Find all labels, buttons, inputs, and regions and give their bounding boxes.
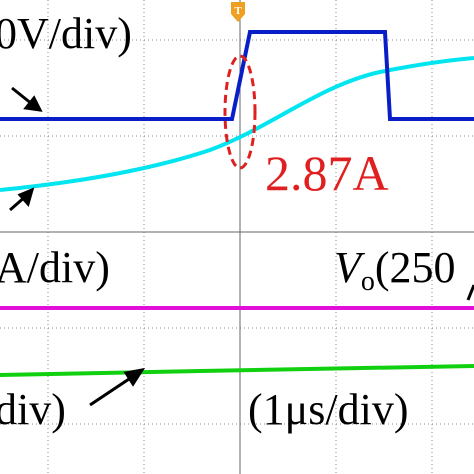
ch4-scale: div) — [0, 385, 66, 434]
ch2-scale: A/div) — [0, 243, 110, 292]
vo-symbol: V — [334, 243, 366, 292]
vo-scale: (250 — [375, 243, 456, 292]
trigger-label: T — [234, 5, 242, 17]
blue-trace — [0, 30, 474, 121]
cyan-trace — [0, 56, 474, 192]
arrows — [9, 86, 474, 407]
vo-subscript: o — [361, 266, 375, 297]
trigger-marker: T — [231, 2, 245, 22]
current-annotation: 2.87A — [265, 145, 389, 201]
green-trace — [0, 364, 474, 377]
vo-label: Vo(250 — [334, 243, 456, 297]
time-scale: (1μs/div) — [248, 385, 408, 434]
highlight-ellipse — [223, 54, 257, 170]
ch1-scale: 0V/div) — [0, 9, 132, 58]
